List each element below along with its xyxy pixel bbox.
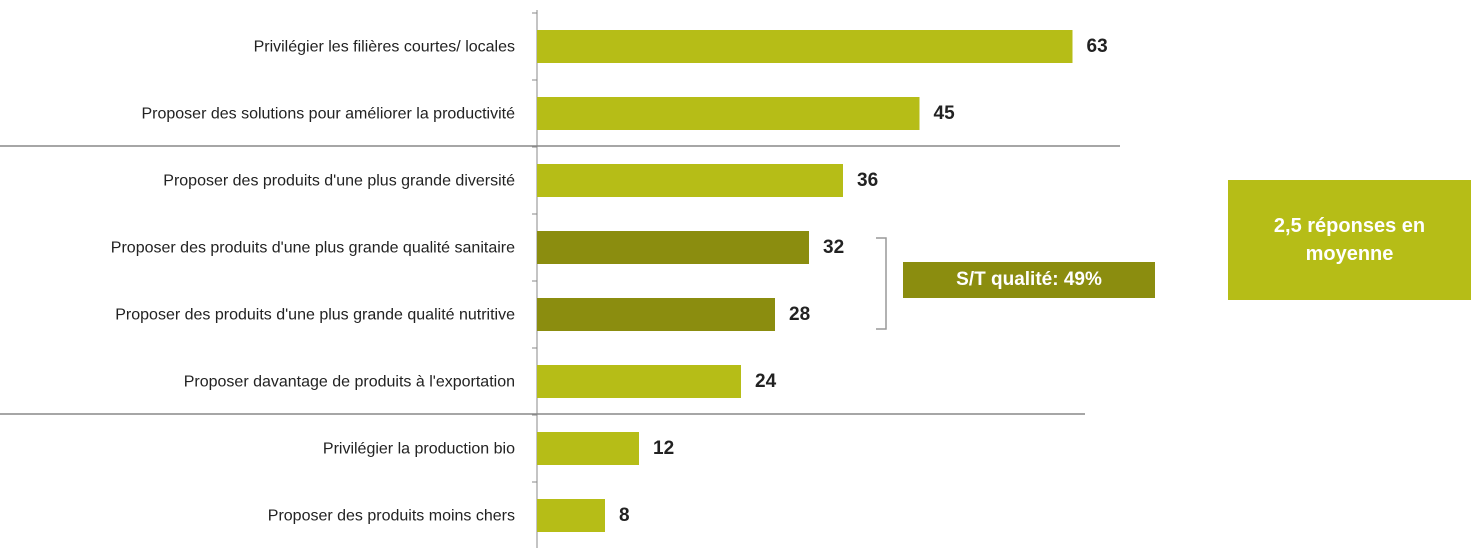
category-text: Proposer des produits moins chers xyxy=(267,507,515,524)
category-text: Proposer des solutions pour améliorer la… xyxy=(141,105,515,122)
category-label: Proposer des produits moins chers xyxy=(95,503,515,528)
bar xyxy=(537,365,741,398)
category-label: Proposer des produits d'une plus grande … xyxy=(95,302,515,327)
category-label: Proposer davantage de produits à l'expor… xyxy=(95,369,515,394)
value-label: 45 xyxy=(933,102,955,124)
subtotal-box: S/T qualité: 49% xyxy=(903,262,1155,298)
category-text: Privilégier la production bio xyxy=(322,440,515,457)
bar xyxy=(537,231,809,264)
value-label: 8 xyxy=(619,504,630,526)
value-label: 28 xyxy=(789,303,811,325)
category-text: Proposer des produits d'une plus grande … xyxy=(110,239,515,256)
value-label: 63 xyxy=(1086,35,1108,57)
category-text: Privilégier les filières courtes/ locale… xyxy=(253,38,515,55)
category-label: Proposer des produits d'une plus grande … xyxy=(95,235,515,260)
category-label: Proposer des solutions pour améliorer la… xyxy=(95,101,515,126)
bracket xyxy=(876,237,887,330)
value-label: 12 xyxy=(653,437,675,459)
category-label: Privilégier la production bio xyxy=(95,436,515,461)
value-label: 36 xyxy=(857,169,879,191)
bar xyxy=(537,432,639,465)
average-box: 2,5 réponses en moyenne xyxy=(1228,180,1471,300)
value-label: 32 xyxy=(823,236,845,258)
bar xyxy=(537,30,1073,63)
bar xyxy=(537,298,775,331)
category-text: Proposer des produits d'une plus grande … xyxy=(163,172,515,189)
bar xyxy=(537,164,843,197)
bar xyxy=(537,499,605,532)
bar xyxy=(537,97,920,130)
value-label: 24 xyxy=(755,370,777,392)
category-label: Proposer des produits d'une plus grande … xyxy=(95,168,515,193)
category-text: Proposer des produits d'une plus grande … xyxy=(115,306,515,323)
category-label: Privilégier les filières courtes/ locale… xyxy=(95,34,515,59)
category-text: Proposer davantage de produits à l'expor… xyxy=(183,373,515,390)
